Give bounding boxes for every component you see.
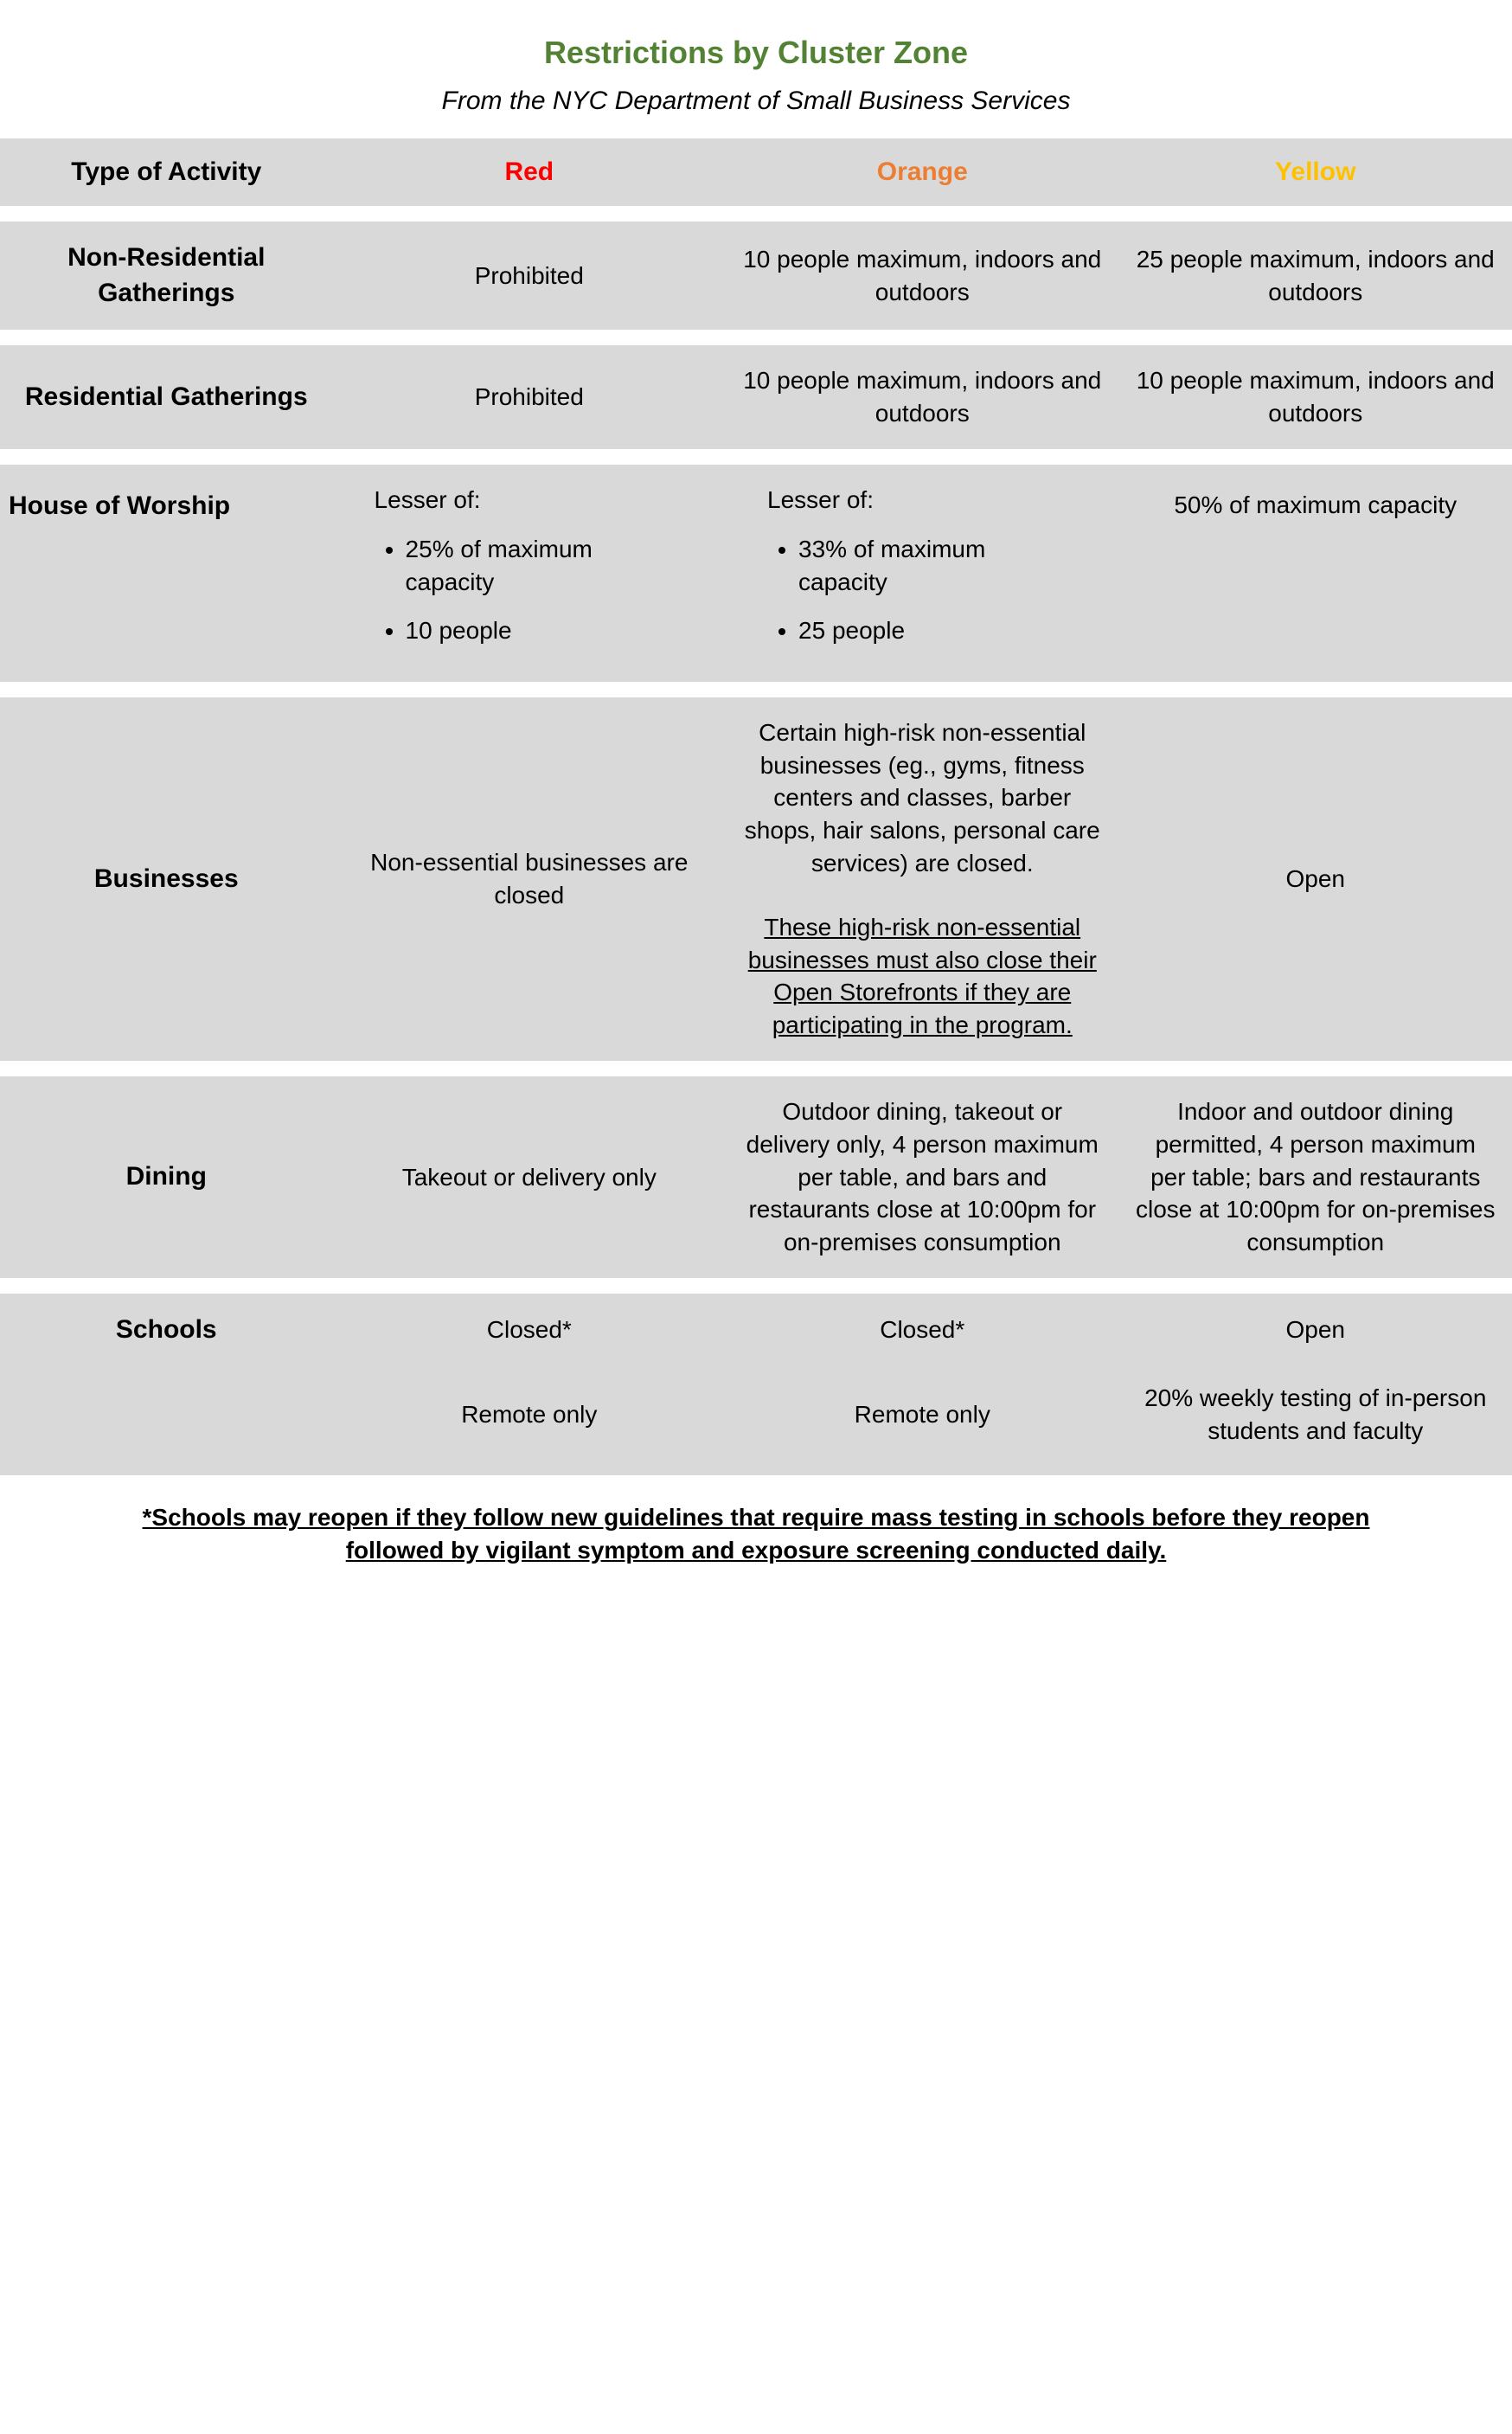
list-item: 25 people bbox=[798, 614, 1077, 647]
header-activity: Type of Activity bbox=[0, 138, 333, 206]
cell-yellow: Open bbox=[1118, 1294, 1512, 1367]
table-row-sub: Remote only Remote only 20% weekly testi… bbox=[0, 1366, 1512, 1475]
table-row: House of Worship Lesser of: 25% of maxim… bbox=[0, 465, 1512, 682]
cell-red: Lesser of: 25% of maximum capacity 10 pe… bbox=[333, 465, 726, 682]
lesser-of-label: Lesser of: bbox=[375, 484, 684, 517]
cell-orange: 10 people maximum, indoors and outdoors bbox=[726, 345, 1118, 449]
cell-orange: Lesser of: 33% of maximum capacity 25 pe… bbox=[726, 465, 1118, 682]
table-row: Residential Gatherings Prohibited 10 peo… bbox=[0, 345, 1512, 449]
table-row: Schools Closed* Closed* Open bbox=[0, 1294, 1512, 1367]
page-subtitle: From the NYC Department of Small Busines… bbox=[0, 87, 1512, 116]
page-title: Restrictions by Cluster Zone bbox=[0, 35, 1512, 71]
table-row: Dining Takeout or delivery only Outdoor … bbox=[0, 1076, 1512, 1278]
cell-red-sub: Remote only bbox=[333, 1366, 726, 1475]
activity-label: Non-Residential Gatherings bbox=[0, 222, 333, 330]
cell-orange: Certain high-risk non-essential business… bbox=[726, 697, 1118, 1061]
activity-label: Schools bbox=[0, 1294, 333, 1367]
cell-red: Closed* bbox=[333, 1294, 726, 1367]
cell-orange: Closed* bbox=[726, 1294, 1118, 1367]
activity-label: House of Worship bbox=[0, 465, 333, 682]
cell-yellow-sub: 20% weekly testing of in-person students… bbox=[1118, 1366, 1512, 1475]
lesser-of-label: Lesser of: bbox=[767, 484, 1077, 517]
businesses-orange-p1: Certain high-risk non-essential business… bbox=[741, 716, 1103, 880]
cell-yellow: Indoor and outdoor dining permitted, 4 p… bbox=[1118, 1076, 1512, 1278]
activity-label: Dining bbox=[0, 1076, 333, 1278]
cell-yellow: 50% of maximum capacity bbox=[1118, 465, 1512, 682]
activity-label: Businesses bbox=[0, 697, 333, 1061]
cell-red: Takeout or delivery only bbox=[333, 1076, 726, 1278]
table-row: Non-Residential Gatherings Prohibited 10… bbox=[0, 222, 1512, 330]
businesses-orange-p2: These high-risk non-essential businesses… bbox=[741, 911, 1103, 1042]
list-item: 25% of maximum capacity bbox=[406, 533, 684, 599]
cell-orange: 10 people maximum, indoors and outdoors bbox=[726, 222, 1118, 330]
cell-orange: Outdoor dining, takeout or delivery only… bbox=[726, 1076, 1118, 1278]
list-item: 10 people bbox=[406, 614, 684, 647]
restrictions-table: Type of Activity Red Orange Yellow Non-R… bbox=[0, 138, 1512, 1475]
cell-yellow: 25 people maximum, indoors and outdoors bbox=[1118, 222, 1512, 330]
cell-yellow: Open bbox=[1118, 697, 1512, 1061]
cell-red: Prohibited bbox=[333, 222, 726, 330]
header-zone-yellow: Yellow bbox=[1118, 138, 1512, 206]
cell-orange-sub: Remote only bbox=[726, 1366, 1118, 1475]
activity-label: Residential Gatherings bbox=[0, 345, 333, 449]
table-header-row: Type of Activity Red Orange Yellow bbox=[0, 138, 1512, 206]
schools-footnote: *Schools may reopen if they follow new g… bbox=[0, 1475, 1512, 1567]
header-zone-red: Red bbox=[333, 138, 726, 206]
cell-yellow: 10 people maximum, indoors and outdoors bbox=[1118, 345, 1512, 449]
table-row: Businesses Non-essential businesses are … bbox=[0, 697, 1512, 1061]
header-zone-orange: Orange bbox=[726, 138, 1118, 206]
list-item: 33% of maximum capacity bbox=[798, 533, 1077, 599]
cell-red: Non-essential businesses are closed bbox=[333, 697, 726, 1061]
cell-red: Prohibited bbox=[333, 345, 726, 449]
